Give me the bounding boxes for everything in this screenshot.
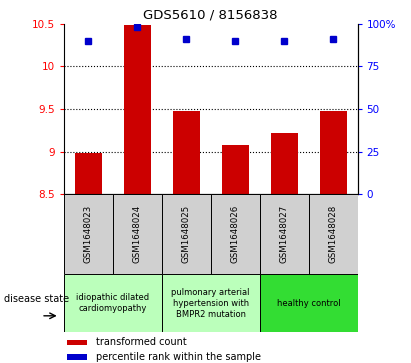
Text: GSM1648025: GSM1648025 (182, 205, 191, 263)
Bar (64, 274, 162, 332)
Bar (222, 145, 249, 194)
Text: GSM1648024: GSM1648024 (133, 205, 142, 263)
Bar (67, 354, 87, 360)
Bar (260, 194, 309, 274)
Text: disease state: disease state (4, 294, 69, 305)
Text: percentile rank within the sample: percentile rank within the sample (96, 352, 261, 362)
Bar (320, 111, 346, 194)
Bar (64, 194, 113, 274)
Text: GSM1648026: GSM1648026 (231, 205, 240, 263)
Bar (260, 274, 358, 332)
Bar (75, 153, 102, 194)
Bar (270, 133, 298, 194)
Bar (124, 25, 151, 194)
Bar (211, 194, 260, 274)
Text: GSM1648027: GSM1648027 (279, 205, 289, 263)
Bar (67, 339, 87, 345)
Bar (309, 194, 358, 274)
Text: GSM1648023: GSM1648023 (84, 205, 93, 263)
Bar (113, 194, 162, 274)
Text: idiopathic dilated
cardiomyopathy: idiopathic dilated cardiomyopathy (76, 293, 149, 313)
Text: transformed count: transformed count (96, 337, 187, 347)
Title: GDS5610 / 8156838: GDS5610 / 8156838 (143, 8, 278, 21)
Text: pulmonary arterial
hypertension with
BMPR2 mutation: pulmonary arterial hypertension with BMP… (171, 287, 250, 319)
Text: GSM1648028: GSM1648028 (328, 205, 337, 263)
Text: healthy control: healthy control (277, 299, 340, 307)
Bar (162, 194, 211, 274)
Bar (162, 274, 260, 332)
Bar (173, 111, 200, 194)
